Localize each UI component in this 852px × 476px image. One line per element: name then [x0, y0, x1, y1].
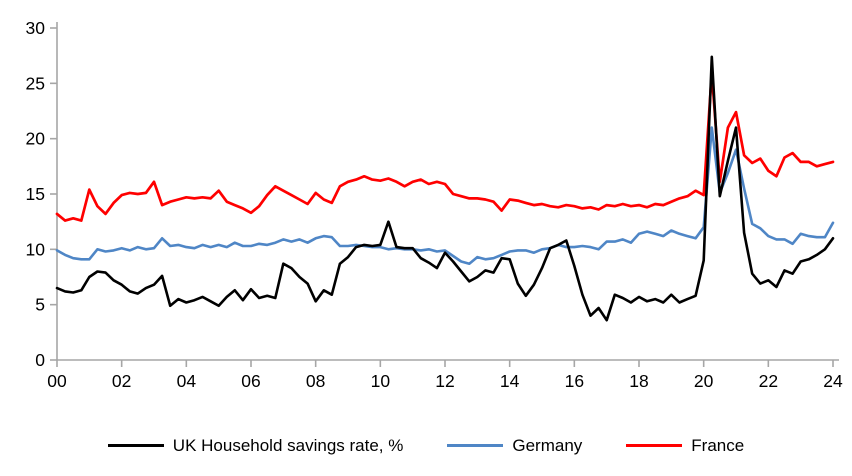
legend-line-swatch-germany: [447, 443, 504, 447]
x-tick-label: 02: [112, 371, 131, 391]
chart-legend: UK Household savings rate, % Germany Franc…: [0, 428, 852, 462]
legend-label-france: France: [691, 435, 745, 455]
legend-label-germany: Germany: [512, 435, 583, 455]
y-tick-label: 5: [35, 295, 45, 315]
legend-item-france: France: [626, 437, 744, 454]
y-tick-label: 10: [26, 239, 46, 259]
x-tick-label: 16: [565, 371, 584, 391]
x-tick-label: 22: [759, 371, 778, 391]
y-tick-label: 15: [26, 184, 45, 204]
y-tick-label: 20: [26, 129, 46, 149]
y-tick-label: 0: [35, 350, 45, 370]
x-tick-label: 14: [500, 371, 520, 391]
x-tick-label: 08: [306, 371, 325, 391]
y-tick-label: 30: [26, 18, 46, 38]
x-tick-label: 06: [241, 371, 260, 391]
legend-line-swatch-uk-household-savings-rate: [107, 443, 164, 447]
x-tick-label: 24: [823, 371, 843, 391]
series-line-germany: [55, 126, 835, 266]
series-line-uk-household-savings-rate: [55, 55, 835, 322]
legend-item-germany: Germany: [447, 437, 582, 454]
x-tick-label: 20: [694, 371, 714, 391]
legend-item-uk-household-savings-rate: UK Household savings rate, %: [107, 435, 404, 455]
x-tick-label: 00: [47, 371, 67, 391]
x-tick-label: 12: [435, 371, 454, 391]
series-line-france: [55, 70, 835, 222]
y-tick-label: 25: [26, 73, 45, 93]
x-tick-label: 18: [629, 371, 648, 391]
x-tick-label: 10: [371, 371, 391, 391]
legend-line-swatch-france: [626, 443, 683, 447]
legend-label-uk-household-savings-rate: UK Household savings rate, %: [172, 435, 404, 455]
x-tick-label: 04: [177, 371, 197, 391]
